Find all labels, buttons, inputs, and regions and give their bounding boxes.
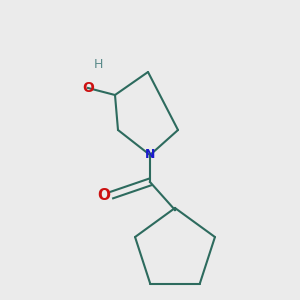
Text: N: N [145, 148, 155, 161]
Text: H: H [93, 58, 103, 71]
Text: O: O [82, 81, 94, 95]
Text: O: O [98, 188, 110, 202]
